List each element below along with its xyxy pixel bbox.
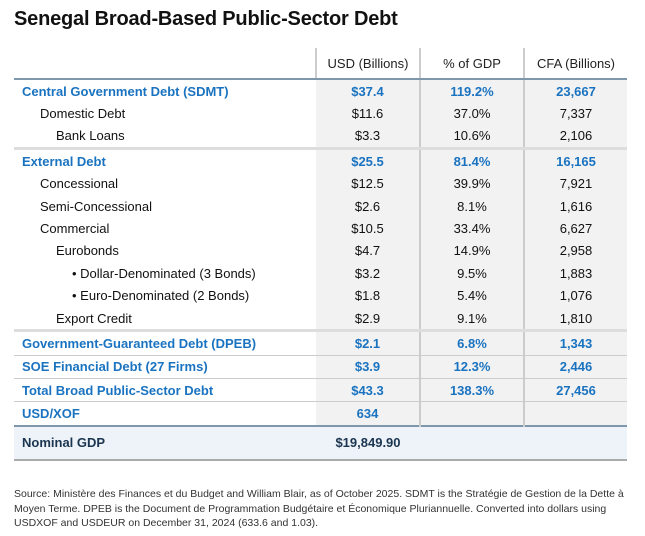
- gdp-pct-cell: [419, 401, 524, 426]
- cfa-cell: 27,456: [523, 378, 627, 402]
- cfa-cell: 1,076: [523, 284, 627, 307]
- gdp-pct-cell: 39.9%: [419, 172, 524, 195]
- gdp-pct-cell: 6.8%: [419, 329, 524, 356]
- cfa-cell: 2,446: [523, 354, 627, 379]
- header-gdp: % of GDP: [419, 48, 524, 80]
- table-row: Government-Guaranteed Debt (DPEB) $2.1 6…: [14, 329, 627, 356]
- usd-cell: $10.5: [316, 217, 420, 240]
- table-row: External Debt $25.5 81.4% 16,165: [14, 147, 627, 173]
- gdp-pct-cell: 37.0%: [419, 102, 524, 125]
- usd-cell: $2.9: [316, 306, 420, 331]
- cfa-cell: 23,667: [523, 79, 627, 103]
- cfa-cell: 1,883: [523, 262, 627, 285]
- row-label: • Euro-Denominated (2 Bonds): [72, 288, 250, 304]
- table-row: Total Broad Public-Sector Debt $43.3 138…: [14, 378, 627, 402]
- row-label: Semi-Concessional: [40, 198, 152, 214]
- debt-table: USD (Billions) % of GDP CFA (Billions) C…: [14, 48, 627, 461]
- cfa-cell: 16,165: [523, 147, 627, 173]
- usd-cell: $3.3: [316, 124, 420, 149]
- usd-cell: $1.8: [316, 284, 420, 307]
- cfa-cell: 1,810: [523, 306, 627, 331]
- header-row: USD (Billions) % of GDP CFA (Billions): [14, 48, 627, 80]
- page-title: Senegal Broad-Based Public-Sector Debt: [14, 8, 398, 30]
- gdp-pct-cell: 9.1%: [419, 306, 524, 331]
- table-row: Central Government Debt (SDMT) $37.4 119…: [14, 79, 627, 103]
- gdp-pct-cell: 33.4%: [419, 217, 524, 240]
- cfa-cell: 1,616: [523, 194, 627, 218]
- cfa-cell: 7,921: [523, 172, 627, 195]
- usd-cell: $4.7: [316, 239, 420, 263]
- cfa-cell: [523, 401, 627, 426]
- gdp-pct-cell: 81.4%: [419, 147, 524, 173]
- table-row: SOE Financial Debt (27 Firms) $3.9 12.3%…: [14, 354, 627, 379]
- cfa-cell: 1,343: [523, 329, 627, 356]
- table-row: • Dollar-Denominated (3 Bonds) $3.2 9.5%…: [14, 262, 627, 285]
- table-row: Concessional $12.5 39.9% 7,921: [14, 172, 627, 195]
- usd-cell: $12.5: [316, 172, 420, 195]
- cfa-cell: 6,627: [523, 217, 627, 240]
- row-label: Eurobonds: [56, 243, 119, 259]
- row-label: Export Credit: [56, 310, 132, 326]
- row-label: Total Broad Public-Sector Debt: [14, 378, 316, 402]
- row-label: Commercial: [40, 221, 110, 237]
- header-cfa: CFA (Billions): [523, 48, 627, 80]
- gdp-label: Nominal GDP: [14, 424, 316, 461]
- cfa-cell: 2,958: [523, 239, 627, 263]
- usd-cell: $2.6: [316, 194, 420, 218]
- gdp-pct-cell: 9.5%: [419, 262, 524, 285]
- usd-cell: $3.2: [316, 262, 420, 285]
- row-label: SOE Financial Debt (27 Firms): [14, 354, 316, 379]
- row-label: Central Government Debt (SDMT): [22, 83, 229, 99]
- row-label: Bank Loans: [56, 128, 125, 144]
- gdp-pct-cell: 8.1%: [419, 194, 524, 218]
- row-label: Domestic Debt: [40, 106, 126, 122]
- table-row: • Euro-Denominated (2 Bonds) $1.8 5.4% 1…: [14, 284, 627, 307]
- usd-cell: $43.3: [316, 378, 420, 402]
- table-row: Semi-Concessional $2.6 8.1% 1,616: [14, 194, 627, 218]
- table-row: Commercial $10.5 33.4% 6,627: [14, 217, 627, 240]
- row-label: External Debt: [14, 147, 316, 173]
- gdp-pct-cell: 14.9%: [419, 239, 524, 263]
- gdp-pct-cell: 10.6%: [419, 124, 524, 149]
- table-row: USD/XOF 634: [14, 401, 627, 426]
- table-row: Bank Loans $3.3 10.6% 2,106: [14, 124, 627, 149]
- row-label: Government-Guaranteed Debt (DPEB): [14, 329, 316, 356]
- usd-cell: $37.4: [316, 79, 420, 103]
- table-row: Domestic Debt $11.6 37.0% 7,337: [14, 102, 627, 125]
- gdp-pct-cell: 12.3%: [419, 354, 524, 379]
- usd-cell: $3.9: [316, 354, 420, 379]
- usd-cell: $25.5: [316, 147, 420, 173]
- row-label: USD/XOF: [14, 401, 316, 426]
- row-label: Concessional: [40, 176, 119, 192]
- gdp-value: $19,849.90: [316, 424, 420, 461]
- table-row: Eurobonds $4.7 14.9% 2,958: [14, 239, 627, 263]
- table-row: Export Credit $2.9 9.1% 1,810: [14, 306, 627, 331]
- nominal-gdp-row: Nominal GDP $19,849.90: [14, 424, 627, 461]
- cfa-cell: 7,337: [523, 102, 627, 125]
- footnote: Source: Ministère des Finances et du Bud…: [14, 488, 624, 529]
- cfa-cell: 2,106: [523, 124, 627, 149]
- usd-cell: $2.1: [316, 329, 420, 356]
- row-label: • Dollar-Denominated (3 Bonds): [72, 265, 256, 281]
- usd-cell: 634: [316, 401, 420, 426]
- gdp-pct-cell: 138.3%: [419, 378, 524, 402]
- header-usd: USD (Billions): [315, 48, 420, 80]
- usd-cell: $11.6: [316, 102, 420, 125]
- gdp-pct-cell: 5.4%: [419, 284, 524, 307]
- header-label: [14, 48, 316, 80]
- gdp-pct-cell: 119.2%: [419, 79, 524, 103]
